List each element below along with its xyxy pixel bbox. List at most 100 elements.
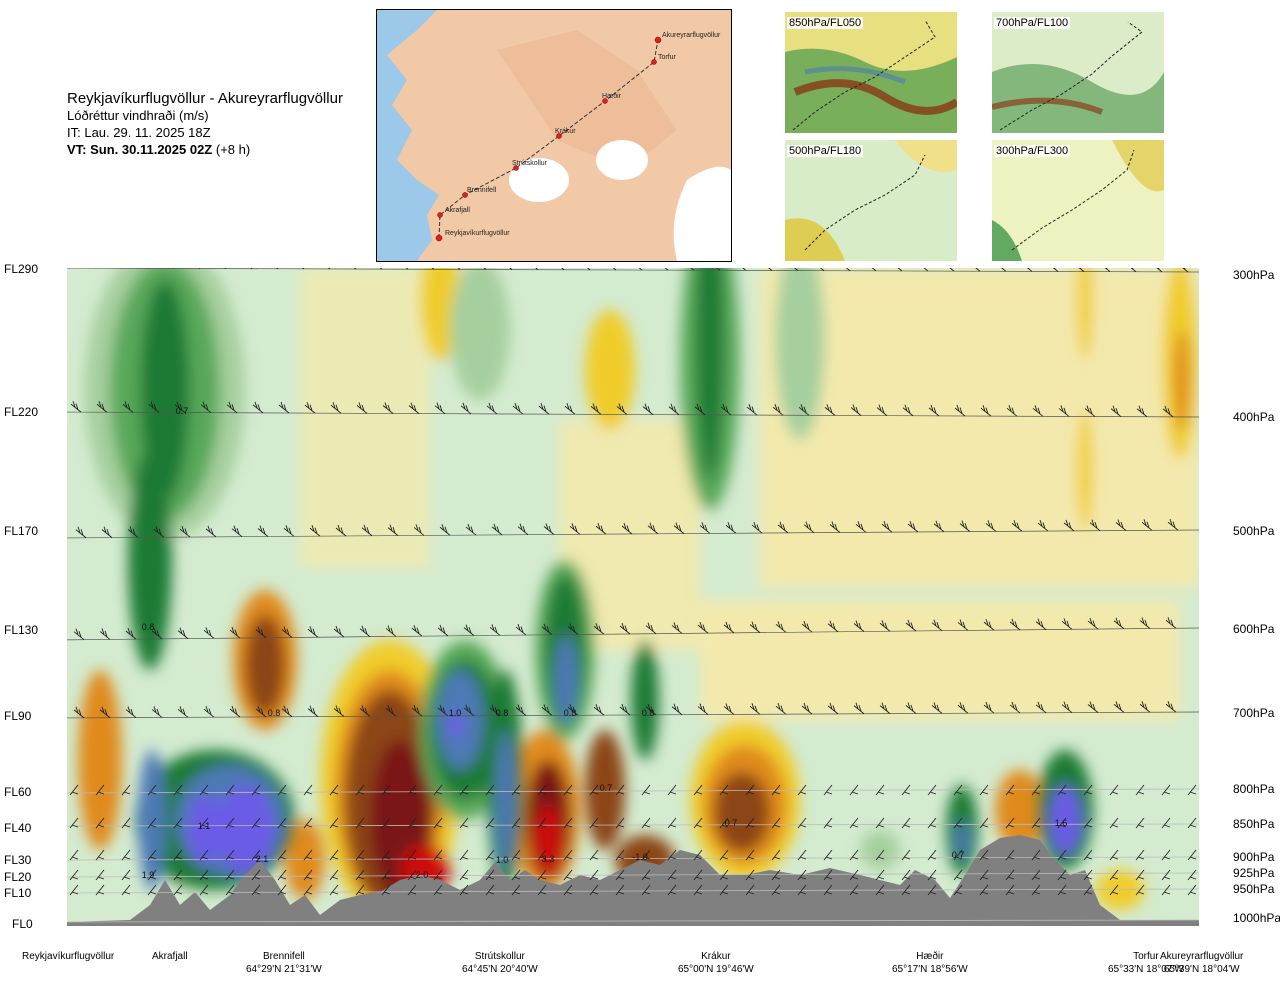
wind-barb-318: [563, 869, 573, 881]
wind-barb-27: [768, 268, 773, 271]
wind-barb-166: [931, 619, 943, 632]
wind-barb-68: [668, 403, 680, 416]
wind-barb-208: [879, 702, 891, 714]
wind-barb-309: [511, 884, 521, 896]
wind-barb-245: [199, 784, 209, 796]
wind-barb-294: [433, 884, 443, 896]
wind-barb-437: [1187, 849, 1197, 861]
wind-barb-263: [277, 869, 287, 881]
wind-barb-141: [281, 626, 293, 638]
wind-barb-288: [407, 869, 417, 881]
wind-barb-143: [333, 625, 345, 638]
wind-barb-241: [173, 817, 183, 829]
wind-barb-196: [567, 704, 579, 716]
hpa-tick-4: 700hPa: [1233, 706, 1275, 720]
wind-barb-293: [433, 869, 443, 881]
wind-barb-71: [746, 403, 758, 416]
wind-barb-0: [69, 268, 71, 269]
wind-barb-257: [251, 849, 261, 861]
wind-barb-218: [1139, 701, 1151, 713]
wind-barb-217: [1113, 701, 1125, 713]
wind-barb-96: [257, 525, 269, 537]
wind-barb-188: [359, 705, 371, 717]
wind-barb-402: [1005, 849, 1015, 861]
wind-barb-302: [485, 849, 495, 861]
wind-barb-62: [512, 402, 524, 415]
wind-barb-222: [69, 849, 79, 861]
wind-barb-9: [302, 268, 305, 270]
wind-barb-300: [485, 784, 495, 796]
wind-barb-75: [850, 404, 862, 416]
wind-barb-197: [593, 703, 605, 716]
wind-barb-261: [277, 817, 287, 829]
map-glacier-vatnajokull: [673, 166, 731, 261]
route-map: Akureyrarflugvöllur Torfur Hæðir Krákur Strú…: [376, 9, 732, 262]
wind-barb-100: [361, 524, 373, 537]
wind-barb-253: [225, 869, 235, 881]
wind-barb-306: [511, 817, 521, 829]
wind-barb-421: [1109, 817, 1119, 829]
wind-barb-223: [69, 869, 79, 881]
wind-barb-365: [823, 784, 833, 796]
hpa-tick-2: 500hPa: [1233, 524, 1275, 538]
wind-barb-308: [511, 869, 521, 881]
annotation-12: 1.0: [496, 855, 509, 865]
wind-barb-73: [798, 404, 810, 416]
fl-tick-7: FL30: [4, 853, 32, 867]
wind-barb-154: [619, 622, 631, 635]
wind-barb-259: [251, 884, 261, 896]
wind-barb-361: [797, 817, 807, 829]
wind-barb-103: [439, 524, 451, 536]
wind-barb-172: [1087, 617, 1099, 630]
wind-barb-113: [699, 522, 711, 534]
location-7-coord: 65°39'N 18°04'W: [1163, 964, 1240, 975]
wind-barb-423: [1109, 869, 1119, 881]
wind-barb-14: [431, 268, 435, 270]
wind-barb-25: [716, 268, 721, 271]
wind-barb-355: [771, 784, 781, 796]
wind-barb-234: [121, 884, 131, 896]
location-2-coord: 64°29'N 21°31'W: [246, 964, 322, 975]
inset-500-svg: [785, 140, 957, 261]
wind-barb-439: [1187, 884, 1197, 896]
wind-barb-249: [199, 884, 209, 896]
wind-barbs: [45, 268, 1197, 896]
wind-barb-122: [933, 520, 945, 533]
wind-barb-114: [725, 522, 737, 534]
wind-barb-162: [827, 620, 839, 633]
wind-barb-243: [173, 869, 183, 881]
wind-barb-327: [615, 849, 625, 861]
location-7-name: Akureyrarflugvöllur: [1160, 951, 1244, 962]
map-point-1: [651, 59, 657, 65]
wind-barb-304: [485, 884, 495, 896]
wind-barb-292: [433, 849, 443, 861]
wind-barb-66: [616, 403, 628, 415]
wind-barb-44: [45, 401, 55, 412]
wind-barb-383: [901, 869, 911, 881]
wind-level-lines: [67, 268, 1199, 719]
wind-barb-145: [385, 625, 397, 637]
wind-barb-345: [719, 784, 729, 796]
wind-barb-295: [459, 784, 469, 796]
wind-barb-216: [1087, 701, 1099, 713]
wind-barb-112: [673, 522, 685, 534]
map-glacier-hofsjokull: [596, 140, 648, 180]
wind-barb-349: [719, 884, 729, 896]
wind-barb-310: [537, 784, 547, 796]
annotation-5: 0.8: [564, 708, 577, 718]
wind-barb-387: [927, 849, 937, 861]
location-6-coord: 65°33'N 18°07'W: [1108, 964, 1184, 975]
wind-barb-358: [771, 869, 781, 881]
wind-barb-265: [303, 784, 313, 796]
wind-barb-163: [853, 620, 865, 632]
wind-barb-157: [697, 622, 709, 634]
wind-barb-86: [1136, 405, 1148, 418]
wind-barb-389: [927, 884, 937, 896]
wind-barb-15: [457, 268, 461, 270]
wind-barb-120: [881, 521, 893, 533]
wind-barb-89: [75, 526, 87, 539]
map-point-5: [462, 192, 468, 198]
wind-barb-87: [1162, 405, 1174, 418]
route-map-svg: Akureyrarflugvöllur Torfur Hæðir Krákur Strú…: [377, 10, 731, 261]
wind-barb-7: [250, 268, 253, 270]
